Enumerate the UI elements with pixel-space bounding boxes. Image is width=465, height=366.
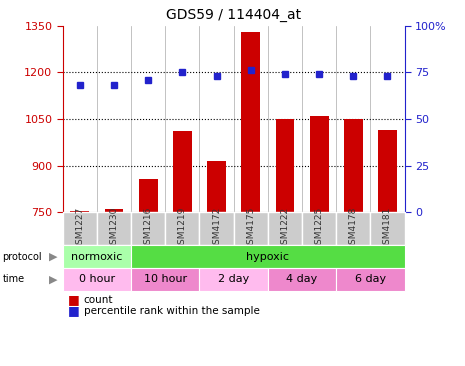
Text: GSM4172: GSM4172 [212, 207, 221, 250]
Text: GSM1227: GSM1227 [75, 207, 84, 250]
Bar [173, 131, 192, 212]
FancyBboxPatch shape [199, 212, 233, 245]
FancyBboxPatch shape [233, 212, 268, 245]
FancyBboxPatch shape [199, 268, 268, 291]
Bar [71, 211, 89, 212]
Bar [310, 116, 328, 212]
Text: 6 day: 6 day [355, 274, 386, 284]
FancyBboxPatch shape [131, 245, 405, 268]
FancyBboxPatch shape [63, 245, 131, 268]
Text: normoxic: normoxic [71, 251, 123, 262]
FancyBboxPatch shape [336, 268, 405, 291]
Text: count: count [84, 295, 113, 305]
FancyBboxPatch shape [302, 212, 336, 245]
Text: ■: ■ [67, 304, 79, 317]
Text: 4 day: 4 day [286, 274, 318, 284]
Bar [241, 32, 260, 212]
FancyBboxPatch shape [63, 212, 97, 245]
Text: GSM1216: GSM1216 [144, 207, 153, 250]
Text: percentile rank within the sample: percentile rank within the sample [84, 306, 259, 316]
Bar [207, 161, 226, 212]
FancyBboxPatch shape [97, 212, 131, 245]
Text: 10 hour: 10 hour [144, 274, 187, 284]
Title: GDS59 / 114404_at: GDS59 / 114404_at [166, 8, 301, 22]
Text: ▶: ▶ [49, 274, 57, 284]
Text: GSM1225: GSM1225 [315, 207, 324, 250]
FancyBboxPatch shape [165, 212, 199, 245]
Text: ▶: ▶ [49, 251, 57, 262]
FancyBboxPatch shape [336, 212, 370, 245]
Text: protocol: protocol [2, 251, 42, 262]
Text: hypoxic: hypoxic [246, 251, 289, 262]
Text: GSM4181: GSM4181 [383, 207, 392, 250]
Text: GSM4178: GSM4178 [349, 207, 358, 250]
Text: 0 hour: 0 hour [79, 274, 115, 284]
FancyBboxPatch shape [131, 212, 165, 245]
Bar [344, 119, 363, 212]
FancyBboxPatch shape [370, 212, 405, 245]
Text: ■: ■ [67, 293, 79, 306]
Text: time: time [2, 274, 25, 284]
Bar [139, 179, 158, 212]
Bar [378, 130, 397, 212]
Text: 2 day: 2 day [218, 274, 249, 284]
Text: GSM4175: GSM4175 [246, 207, 255, 250]
FancyBboxPatch shape [268, 212, 302, 245]
FancyBboxPatch shape [268, 268, 336, 291]
FancyBboxPatch shape [131, 268, 199, 291]
Text: GSM1222: GSM1222 [280, 207, 289, 250]
Bar [276, 119, 294, 212]
Text: GSM1230: GSM1230 [110, 207, 119, 250]
FancyBboxPatch shape [63, 268, 131, 291]
Bar [105, 209, 123, 212]
Text: GSM1219: GSM1219 [178, 207, 187, 250]
